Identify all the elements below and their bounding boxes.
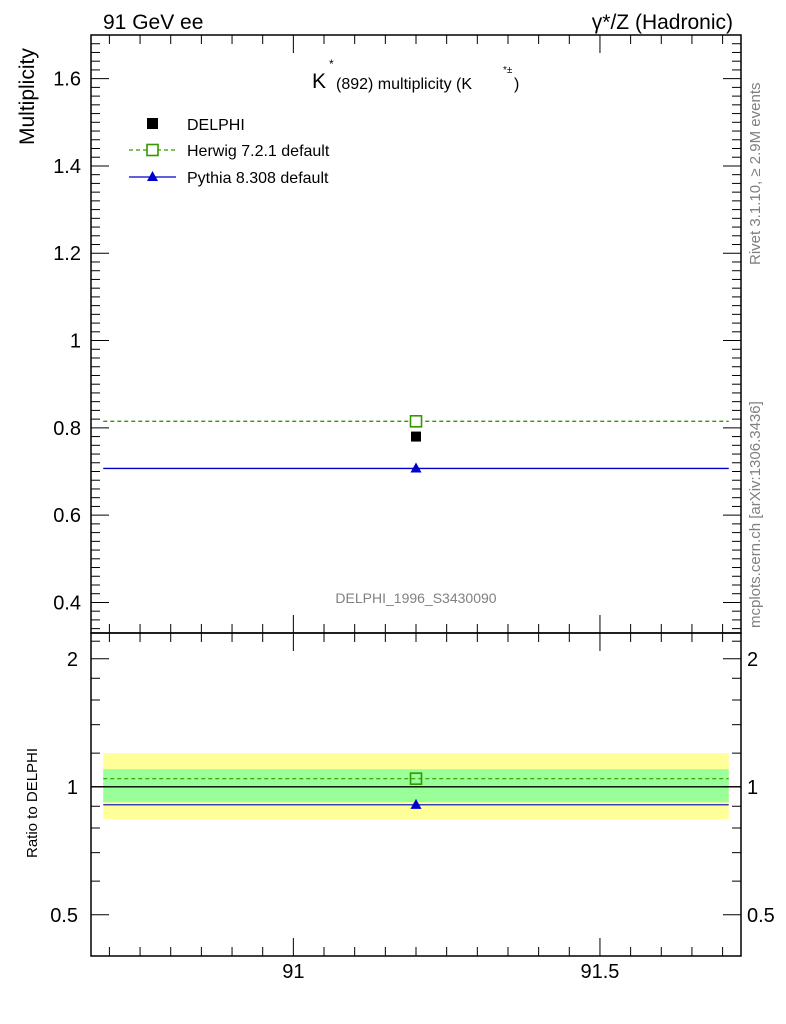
ratio-y-tick-label-right: 2 — [747, 649, 758, 671]
legend-herwig-label: Herwig 7.2.1 default — [187, 143, 330, 160]
pythia-point — [410, 462, 422, 473]
plot-title-k: K — [312, 70, 326, 93]
ratio-y-tick-label: 1 — [67, 777, 78, 799]
main-y-tick-label: 0.6 — [53, 505, 81, 527]
legend-herwig-marker — [146, 143, 159, 157]
ratio-y-tick-label-right: 0.5 — [747, 905, 775, 927]
main-y-tick-label: 1.4 — [53, 156, 81, 178]
legend-pythia-marker — [147, 171, 158, 181]
plot-title-end: ) — [514, 76, 519, 93]
main-y-tick-label: 1.2 — [53, 243, 81, 265]
x-tick-label: 91.5 — [580, 961, 619, 983]
rivet-label: Rivet 3.1.10, ≥ 2.9M events — [747, 83, 764, 266]
legend-delphi-label: DELPHI — [187, 117, 245, 134]
plot-title-star: * — [329, 57, 334, 71]
ratio-band-inner — [103, 769, 729, 803]
analysis-id: DELPHI_1996_S3430090 — [335, 590, 496, 606]
main-y-tick-label: 0.4 — [53, 592, 81, 614]
x-tick-label: 91 — [282, 961, 304, 983]
header-right-label: γ*/Z (Hadronic) — [592, 11, 733, 34]
main-y-tick-label: 1.6 — [53, 69, 81, 91]
ratio-herwig-point — [409, 772, 423, 785]
ratio-y-axis-label: Ratio to DELPHI — [24, 748, 41, 858]
ratio-y-tick-label: 0.5 — [50, 905, 78, 927]
ratio-y-tick-label-right: 1 — [747, 777, 758, 799]
plot-title-sup2: *± — [503, 65, 513, 76]
legend: DELPHI Herwig 7.2.1 default Pythia 8.308… — [129, 117, 330, 187]
mcplots-label: mcplots.cern.ch [arXiv:1306.3436] — [747, 401, 764, 628]
legend-delphi-marker — [147, 118, 158, 129]
main-y-tick-label: 0.8 — [53, 418, 81, 440]
main-y-axis-label: Multiplicity — [16, 48, 39, 145]
plot-title: K * (892) multiplicity (K *± ) — [312, 57, 519, 93]
ratio-y-tick-label: 2 — [67, 649, 78, 671]
main-y-tick-label: 1 — [70, 331, 81, 353]
ratio-pythia-point — [410, 798, 422, 809]
header-left-label: 91 GeV ee — [103, 11, 203, 34]
delphi-point — [411, 431, 421, 442]
plot-title-text: (892) multiplicity (K — [336, 76, 472, 93]
herwig-point — [409, 414, 423, 428]
legend-pythia-label: Pythia 8.308 default — [187, 170, 329, 187]
